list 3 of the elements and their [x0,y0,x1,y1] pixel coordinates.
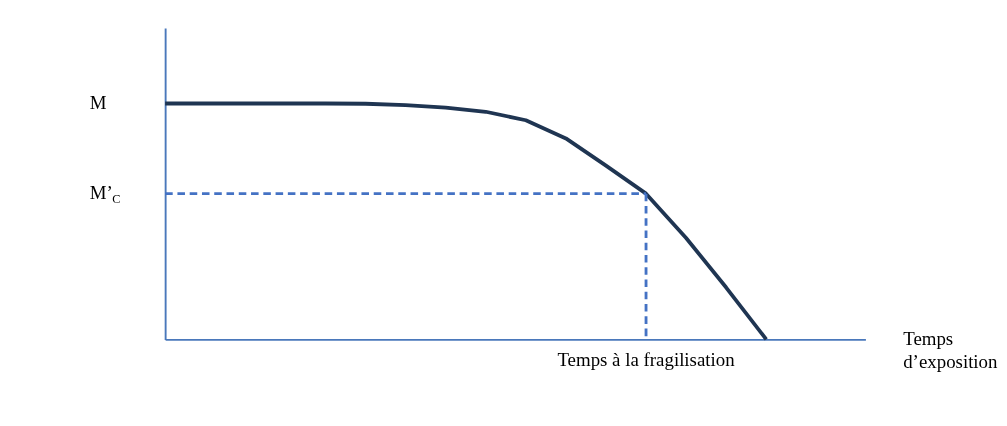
text: Temps d’exposition [903,328,999,372]
text: M [89,92,107,114]
annotation: Temps à la fragilisation [557,348,736,370]
